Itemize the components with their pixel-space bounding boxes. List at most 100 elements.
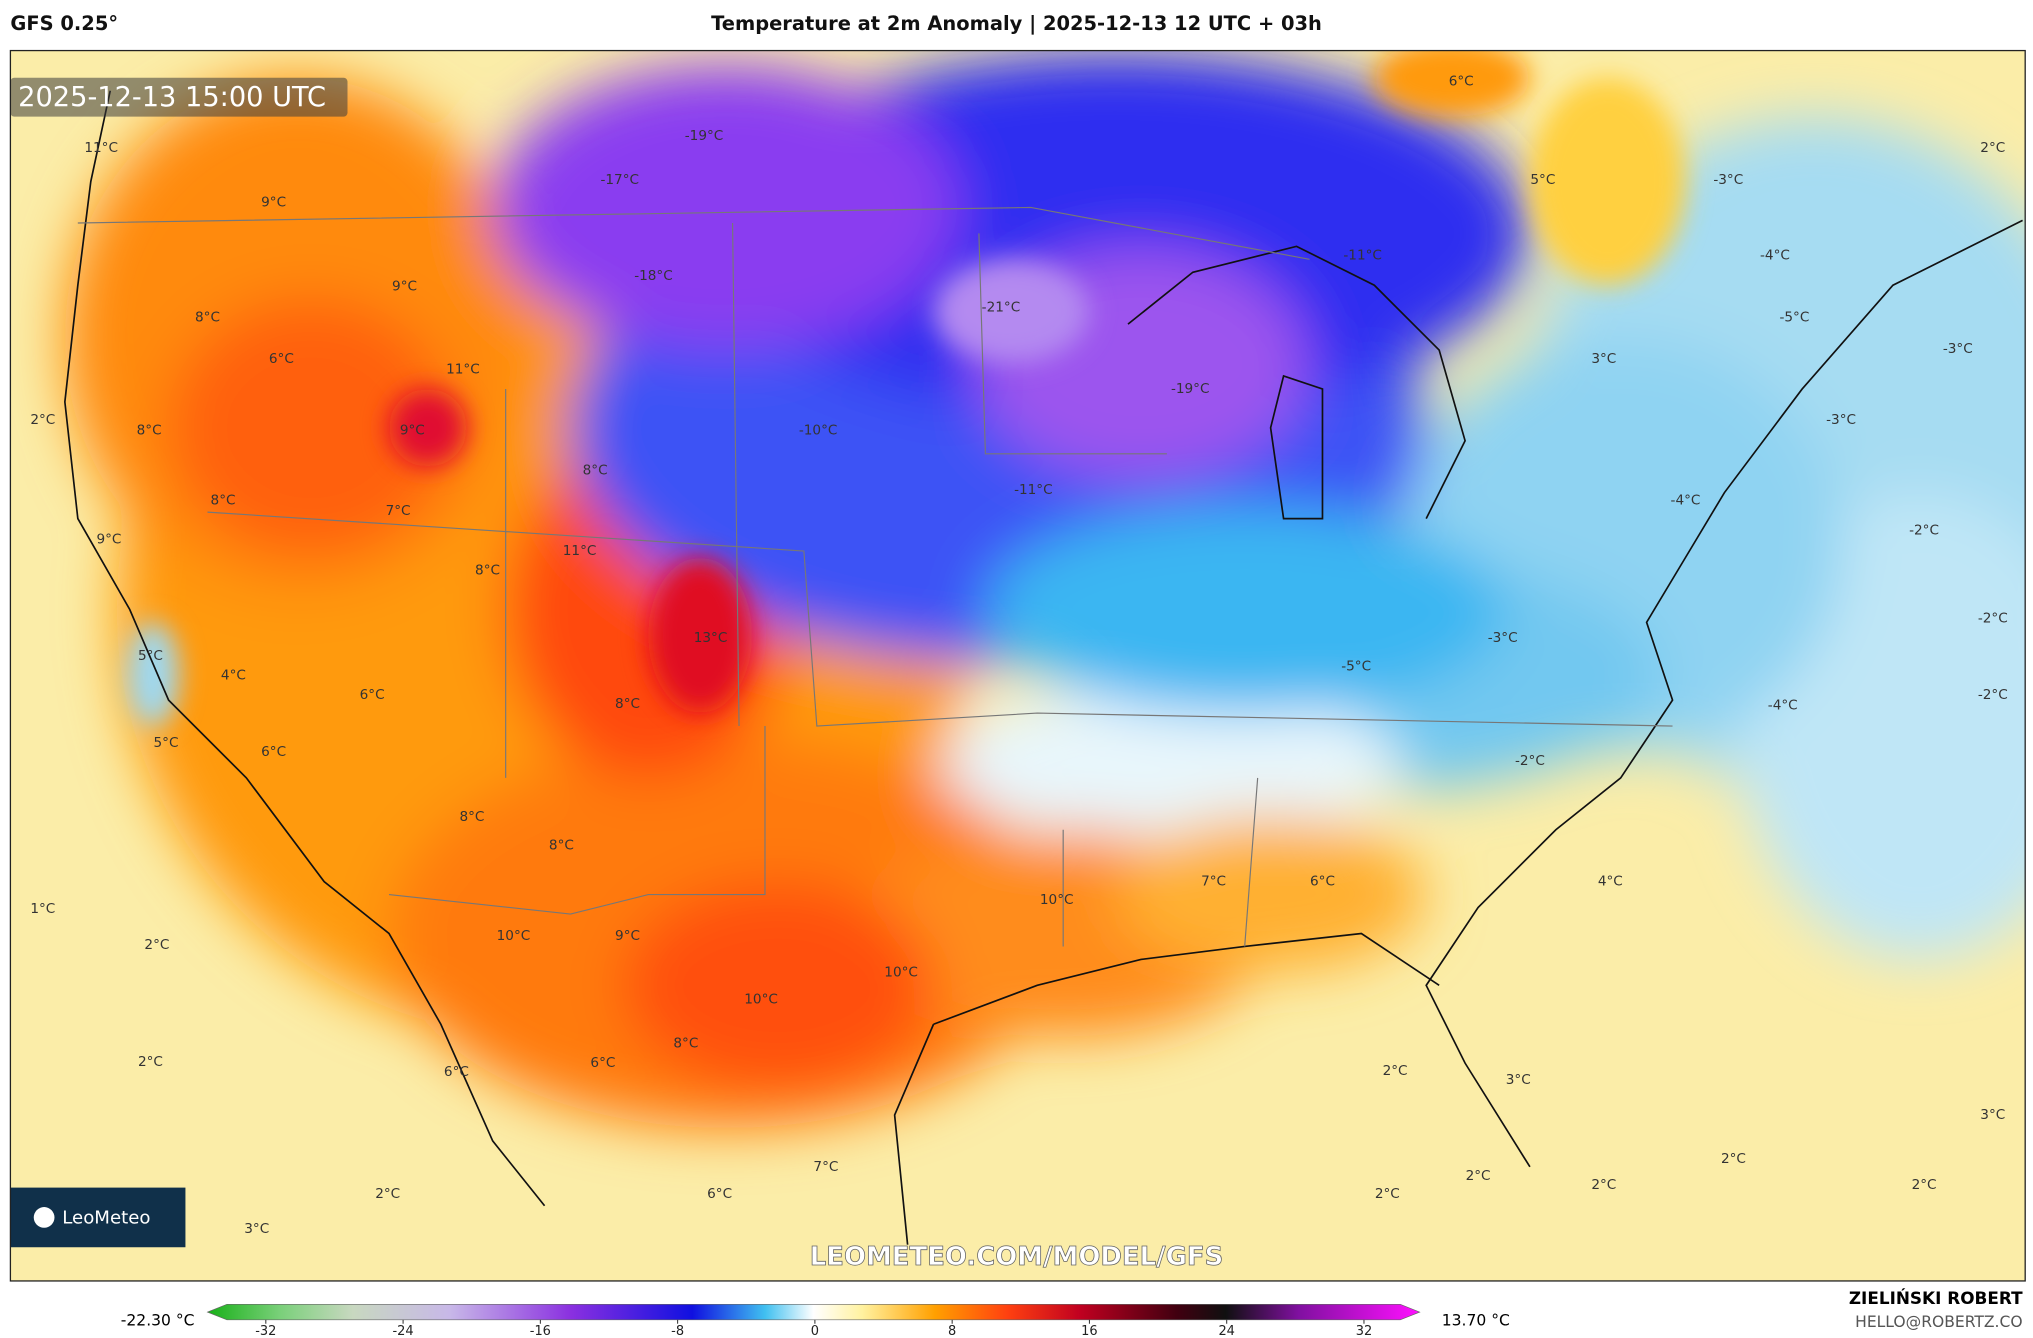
temperature-label: 6°C: [590, 1055, 615, 1071]
temperature-label: 7°C: [386, 503, 411, 519]
temperature-label: 2°C: [1383, 1063, 1408, 1079]
temperature-label: 5°C: [138, 648, 163, 664]
colorbar-tick-label: 0: [811, 1324, 819, 1338]
temperature-label: 8°C: [615, 696, 640, 712]
temperature-label: 6°C: [444, 1064, 469, 1080]
map-frame: [9, 49, 2026, 1282]
watermark: LEOMETEO.COM/MODEL/GFS: [810, 1242, 1223, 1272]
temperature-label: -3°C: [1826, 412, 1856, 428]
temperature-label: -21°C: [982, 299, 1021, 315]
colorbar-min: -22.30 °C: [121, 1312, 195, 1330]
temperature-label: 7°C: [813, 1159, 838, 1175]
temperature-label: 2°C: [144, 937, 169, 953]
temperature-label: -19°C: [685, 128, 724, 144]
colorbar-tick-label: -24: [393, 1324, 414, 1338]
colorbar-tick-label: 24: [1218, 1324, 1234, 1338]
temperature-label: 4°C: [221, 667, 246, 683]
temperature-label: 9°C: [615, 928, 640, 944]
temperature-label: 8°C: [475, 562, 500, 578]
author: ZIELIŃSKI ROBERT: [1849, 1287, 2023, 1308]
temperature-label: -3°C: [1713, 172, 1743, 188]
temperature-label: 8°C: [549, 837, 574, 853]
temperature-label: 5°C: [1530, 172, 1555, 188]
borders: [77, 206, 1673, 947]
colorbar-tick-label: -8: [671, 1324, 684, 1338]
temperature-label: 2°C: [30, 412, 55, 428]
temperature-label: -17°C: [600, 172, 639, 188]
temperature-label: -2°C: [1909, 522, 1939, 538]
temperature-label: -3°C: [1488, 630, 1518, 646]
colorbar-tick-label: -32: [255, 1324, 276, 1338]
temperature-label: 6°C: [1449, 74, 1474, 90]
temperature-label: 8°C: [211, 492, 236, 508]
temperature-label: 2°C: [1912, 1177, 1937, 1193]
temperature-label: 2°C: [1721, 1151, 1746, 1167]
map: 11°C 9°C -19°C -17°C -18°C 9°C 8°C 6°C 11°C -21°C…: [10, 50, 2026, 1281]
temperature-label: 2°C: [1375, 1186, 1400, 1202]
temperature-label: 10°C: [884, 964, 918, 980]
temperature-label: 3°C: [244, 1221, 269, 1237]
temperature-label: 4°C: [1598, 874, 1623, 890]
temperature-label: 6°C: [269, 351, 294, 367]
temperature-label: 9°C: [96, 531, 121, 547]
temperature-label: 2°C: [1980, 140, 2005, 156]
temperature-label: -2°C: [1978, 687, 2008, 703]
temperature-label: 8°C: [673, 1036, 698, 1052]
temperature-label: 10°C: [744, 992, 778, 1008]
temperature-label: 10°C: [1040, 892, 1074, 908]
temperature-label: 6°C: [261, 744, 286, 760]
temperature-label: 10°C: [497, 928, 531, 944]
temperature-label: 8°C: [195, 310, 220, 326]
temperature-label: 1°C: [30, 901, 55, 917]
temperature-label: 3°C: [1980, 1107, 2005, 1123]
logo-sun: [33, 1207, 55, 1228]
temperature-label: -4°C: [1671, 492, 1701, 508]
temperature-label: 11°C: [84, 140, 118, 156]
temperature-label: -5°C: [1779, 310, 1809, 326]
temperature-label: 7°C: [1201, 874, 1226, 890]
timestamp-box: [10, 77, 348, 117]
temperature-label: 3°C: [1591, 351, 1616, 367]
temperature-labels: 11°C 9°C -19°C -17°C -18°C 9°C 8°C 6°C 11°C -21°C…: [30, 74, 2007, 1237]
temperature-label: 2°C: [375, 1186, 400, 1202]
timestamp: 2025-12-13 15:00 UTC: [18, 82, 326, 113]
colorbar-tick-label: -16: [530, 1324, 551, 1338]
temperature-label: 8°C: [137, 422, 162, 438]
logo-text: LeoMeteo: [62, 1208, 150, 1229]
colorbar-tick-label: 8: [948, 1324, 956, 1338]
email: HELLO@ROBERTZ.CO: [1855, 1313, 2022, 1331]
temperature-label: -19°C: [1171, 381, 1210, 397]
temperature-label: 6°C: [707, 1186, 732, 1202]
temperature-label: 9°C: [261, 194, 286, 210]
temperature-label: -10°C: [799, 422, 838, 438]
temperature-label: -4°C: [1768, 697, 1798, 713]
temperature-label: 2°C: [138, 1054, 163, 1070]
temperature-label: 9°C: [400, 422, 425, 438]
temperature-label: 11°C: [563, 543, 597, 559]
colorbar-tick-label: 32: [1356, 1324, 1372, 1338]
anomaly-field: [64, 51, 2026, 1128]
model-name: GFS 0.25°: [10, 12, 118, 35]
temperature-label: -3°C: [1943, 341, 1973, 357]
temperature-label: 9°C: [392, 279, 417, 295]
temperature-label: 5°C: [154, 735, 179, 751]
temperature-label: -5°C: [1341, 658, 1371, 674]
temperature-label: 2°C: [1591, 1177, 1616, 1193]
map-title: Temperature at 2m Anomaly | 2025-12-13 1…: [711, 12, 1322, 35]
temperature-label: 13°C: [694, 630, 728, 646]
temperature-label: -11°C: [1014, 482, 1053, 498]
colorbar-scale: [206, 1303, 1421, 1321]
temperature-label: 6°C: [360, 687, 385, 703]
temperature-label: -11°C: [1343, 247, 1382, 263]
temperature-label: -2°C: [1515, 753, 1545, 769]
temperature-label: 2°C: [1466, 1168, 1491, 1184]
temperature-label: 8°C: [459, 809, 484, 825]
colorbar-max: 13.70 °C: [1442, 1312, 1510, 1330]
temperature-label: 11°C: [446, 362, 480, 378]
temperature-label: -2°C: [1978, 610, 2008, 626]
local-patches: [127, 50, 1686, 727]
temperature-label: 8°C: [583, 463, 608, 479]
temperature-label: 3°C: [1506, 1072, 1531, 1088]
